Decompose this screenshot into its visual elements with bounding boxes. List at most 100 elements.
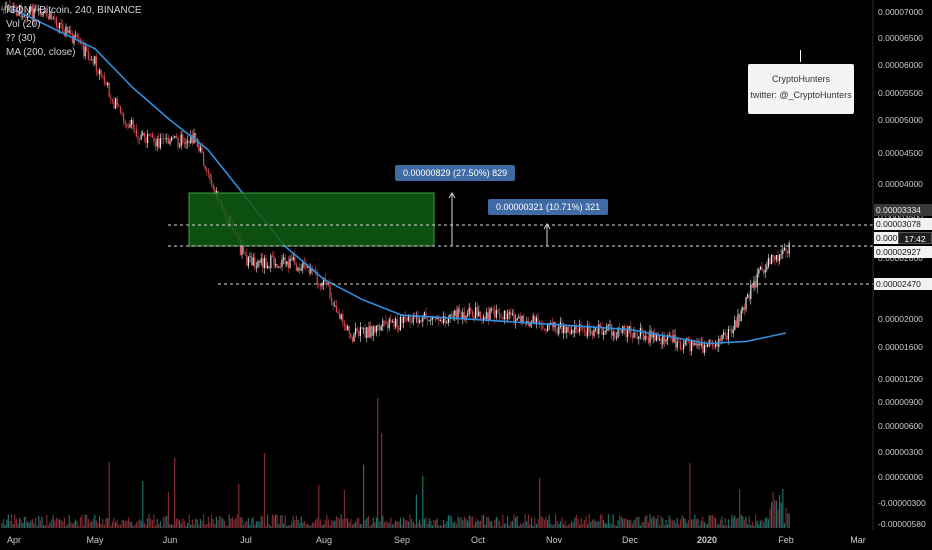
volume-bar — [404, 520, 406, 528]
volume-bar — [739, 489, 741, 528]
candle-body — [97, 71, 99, 75]
volume-bar — [17, 523, 19, 528]
candle-body — [52, 18, 54, 20]
candle-body — [423, 312, 425, 316]
volume-bar — [774, 500, 776, 528]
candle-body — [39, 8, 41, 16]
candle-body — [44, 10, 46, 12]
candle-body — [278, 266, 280, 268]
volume-bar — [657, 515, 659, 528]
volume-bar — [510, 521, 512, 528]
candle-body — [371, 325, 373, 336]
volume-bar — [54, 520, 56, 528]
volume-bar — [591, 519, 593, 528]
candle-body — [291, 258, 293, 261]
volume-bar — [575, 515, 577, 528]
volume-bar — [495, 516, 497, 528]
candle-body — [487, 312, 489, 321]
volume-bar — [151, 520, 153, 528]
candle-body — [547, 325, 549, 332]
volume-bar — [356, 518, 358, 528]
volume-bar — [129, 521, 131, 528]
target-zone[interactable] — [188, 192, 435, 247]
candle-body — [780, 253, 782, 255]
candle-body — [545, 328, 547, 332]
symbol-title[interactable]: ICON / Bitcoin, 240, BINANCE — [6, 5, 142, 16]
candle-body — [774, 256, 776, 260]
candle-body — [287, 261, 289, 268]
candle-body — [17, 13, 19, 16]
candle-body — [516, 318, 518, 320]
volume-bar — [97, 523, 99, 528]
volume-bar — [446, 521, 448, 528]
candle-body — [105, 83, 107, 86]
candle-body — [654, 332, 656, 341]
volume-bar — [231, 516, 233, 528]
volume-bar — [564, 521, 566, 528]
x-tick-label: Oct — [471, 535, 486, 545]
volume-bar — [500, 525, 502, 528]
measure-arrow-large[interactable] — [448, 192, 456, 246]
candle-body — [467, 313, 469, 316]
volume-bar — [215, 516, 217, 528]
volume-bar — [727, 519, 729, 528]
volume-bar — [449, 515, 451, 528]
volume-bar — [542, 517, 544, 528]
candle-body — [775, 255, 777, 260]
volume-bar — [598, 521, 600, 528]
volume-bar — [353, 523, 355, 528]
candle-body — [9, 4, 11, 9]
ma-indicator-label[interactable]: MA (200, close) — [6, 47, 76, 58]
measure-arrow-small[interactable] — [543, 223, 551, 246]
volume-bar — [711, 514, 713, 528]
volume-bar — [9, 520, 11, 528]
volume-bar — [89, 521, 91, 528]
candle-body — [41, 13, 43, 16]
volume-bar — [388, 522, 390, 528]
candle-body — [540, 324, 542, 326]
volume-bar — [721, 516, 723, 528]
price-axis[interactable]: 0.00007000 0.00006500 0.00006000 0.00005500… — [878, 7, 926, 529]
candle-body — [271, 255, 273, 257]
candle-body — [667, 335, 669, 340]
rsi-indicator-label[interactable]: ⁇ (30) — [6, 33, 36, 44]
measure-label-small[interactable]: 0.00000321 (10.71%) 321 — [488, 199, 609, 215]
candle-body — [617, 327, 619, 338]
volume-bar — [679, 519, 681, 528]
candle-body — [209, 172, 211, 180]
volume-bar — [468, 514, 470, 528]
volume-bar — [209, 522, 211, 528]
candle-body — [299, 267, 301, 271]
candle-body — [404, 316, 406, 318]
volume-bar — [451, 516, 453, 528]
volume-bar — [447, 515, 449, 528]
candle-body — [451, 314, 453, 317]
volume-bar — [94, 514, 96, 528]
measure-label-large[interactable]: 0.00000829 (27.50%) 829 — [395, 165, 516, 181]
candle-body — [503, 310, 505, 320]
volume-bar — [78, 525, 80, 528]
time-axis[interactable]: Apr May Jun Jul Aug Sep Oct Nov Dec 2020 Feb Mar — [7, 535, 866, 545]
volume-indicator-label[interactable]: Vol (20) — [6, 19, 41, 30]
candle-body — [507, 314, 509, 319]
volume-bar — [361, 524, 363, 528]
candle-body — [454, 310, 456, 316]
candle-body — [510, 312, 512, 315]
volume-bar — [737, 517, 739, 528]
candle-body — [158, 138, 160, 148]
volume-bar — [723, 525, 725, 528]
volume-bar — [556, 520, 558, 528]
candle-body — [465, 315, 467, 321]
volume-bar — [191, 519, 193, 528]
candle-body — [719, 338, 721, 341]
volume-bar — [527, 514, 529, 528]
candle-body — [715, 342, 717, 347]
volume-bar — [137, 521, 139, 528]
volume-bar — [750, 524, 752, 528]
candle-body — [779, 254, 781, 262]
volume-bar — [391, 524, 393, 528]
candle-body — [211, 179, 213, 184]
candle-body — [358, 330, 360, 337]
volume-bar — [187, 522, 189, 528]
volume-bar — [729, 525, 731, 528]
